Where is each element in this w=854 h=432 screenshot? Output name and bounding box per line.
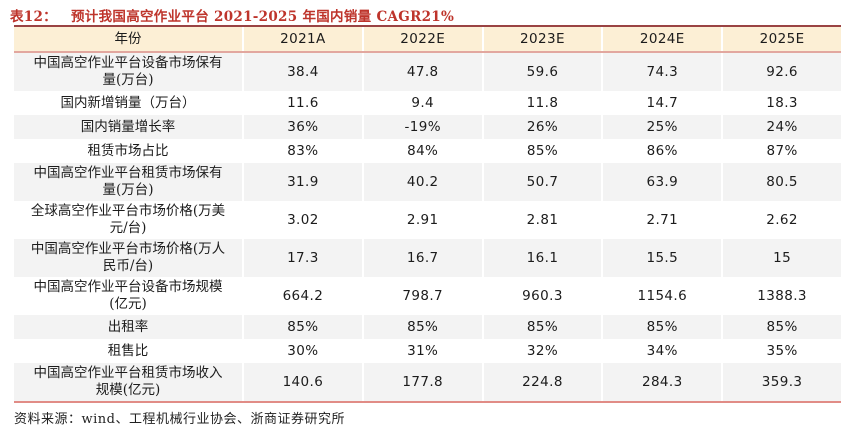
cell-value: 85% [603,315,724,339]
cell-value: 2.71 [603,201,724,239]
cell-value: 85% [766,318,798,335]
cell-value: 18.3 [766,94,798,111]
column-header-2024e: 2024E [603,27,724,51]
cell-value: 15.5 [603,239,724,277]
cell-value: 2.62 [766,211,798,228]
cell-value: 2.81 [484,201,604,239]
cell-value: 40.2 [364,163,484,201]
cell-value: 30% [244,339,364,363]
cell-value: 25% [603,115,724,139]
cell-value: 2.91 [364,201,484,239]
cell-value: 85% [484,315,604,339]
cell-value: 87% [766,142,798,159]
cell-value: 50.7 [484,163,604,201]
cell-value: 84% [364,139,484,163]
cell-value: 11.6 [244,91,364,115]
table-header-row: 年份 2021A 2022E 2023E 2024E 2025E [14,25,841,53]
column-header-2022e: 2022E [364,27,484,51]
cell-value: 224.8 [484,363,604,401]
cell-value: 17.3 [244,239,364,277]
cell-value: 15 [773,249,792,266]
row-label: 国内新增销量（万台） [14,91,244,115]
cell-value: 80.5 [766,173,798,190]
table-row: 国内新增销量（万台） 11.6 9.4 11.8 14.7 18.3 [14,91,841,115]
row-label: 中国高空作业平台设备市场保有量(万台) [14,53,244,91]
row-label: 中国高空作业平台租赁市场保有量(万台) [14,163,244,201]
cell-value: 177.8 [364,363,484,401]
cell-value: 85% [364,315,484,339]
cell-value: 35% [766,342,798,359]
row-label: 国内销量增长率 [14,115,244,139]
row-label: 全球高空作业平台市场价格(万美元/台) [14,201,244,239]
cell-value: 31% [364,339,484,363]
cell-value: 798.7 [364,277,484,315]
row-label: 中国高空作业平台市场价格(万人民币/台) [14,239,244,277]
row-label: 出租率 [14,315,244,339]
table-row: 国内销量增长率 36% -19% 26% 25% 24% [14,115,841,139]
table-body: 中国高空作业平台设备市场保有量(万台) 38.4 47.8 59.6 74.3 92.6 国… [14,53,841,403]
table-row: 中国高空作业平台设备市场规模(亿元) 664.2 798.7 960.3 1154.6 1… [14,277,841,315]
cell-value: 664.2 [244,277,364,315]
column-header-2021a: 2021A [244,27,364,51]
cell-value: 16.1 [484,239,604,277]
cell-value: 284.3 [603,363,724,401]
cell-value: 11.8 [484,91,604,115]
cell-value: 85% [484,139,604,163]
cell-value: 59.6 [484,53,604,91]
cell-value: 1388.3 [757,287,807,304]
cell-value: 47.8 [364,53,484,91]
table-row: 中国高空作业平台租赁市场保有量(万台) 31.9 40.2 50.7 63.9 80.5 [14,163,841,201]
cell-value: 36% [244,115,364,139]
cell-value: 85% [244,315,364,339]
cell-value: 31.9 [244,163,364,201]
cell-value: 16.7 [364,239,484,277]
column-header-year: 年份 [14,27,244,51]
cell-value: 92.6 [766,63,798,80]
cell-value: -19% [364,115,484,139]
table-title-text: 预计我国高空作业平台 2021-2025 年国内销量 CAGR21% [71,9,455,25]
column-header-2023e: 2023E [484,27,604,51]
cell-value: 960.3 [484,277,604,315]
cell-value: 3.02 [244,201,364,239]
cell-value: 26% [484,115,604,139]
cell-value: 38.4 [244,53,364,91]
data-table: 年份 2021A 2022E 2023E 2024E 2025E 中国高空作业平… [14,25,841,403]
cell-value: 63.9 [603,163,724,201]
table-row: 租售比 30% 31% 32% 34% 35% [14,339,841,363]
row-label: 租售比 [14,339,244,363]
cell-value: 14.7 [603,91,724,115]
column-header-2025e: 2025E [759,30,805,47]
cell-value: 359.3 [761,373,803,390]
cell-value: 24% [766,118,798,135]
table-title: 表12： 预计我国高空作业平台 2021-2025 年国内销量 CAGR21% [10,5,454,25]
table-row: 中国高空作业平台市场价格(万人民币/台) 17.3 16.7 16.1 15.5 15 [14,239,841,277]
row-label: 中国高空作业平台设备市场规模(亿元) [14,277,244,315]
source-note: 资料来源：wind、工程机械行业协会、浙商证券研究所 [14,412,345,427]
table-title-number: 表12： [10,9,57,25]
cell-value: 83% [244,139,364,163]
row-label: 中国高空作业平台租赁市场收入规模(亿元) [14,363,244,401]
table-row: 出租率 85% 85% 85% 85% 85% [14,315,841,339]
table-row: 租赁市场占比 83% 84% 85% 86% 87% [14,139,841,163]
row-label: 租赁市场占比 [14,139,244,163]
table-row: 中国高空作业平台设备市场保有量(万台) 38.4 47.8 59.6 74.3 92.6 [14,53,841,91]
cell-value: 9.4 [364,91,484,115]
cell-value: 86% [603,139,724,163]
table-row: 全球高空作业平台市场价格(万美元/台) 3.02 2.91 2.81 2.71 2.62 [14,201,841,239]
cell-value: 74.3 [603,53,724,91]
cell-value: 32% [484,339,604,363]
table-row: 中国高空作业平台租赁市场收入规模(亿元) 140.6 177.8 224.8 284.3… [14,363,841,401]
cell-value: 1154.6 [603,277,724,315]
cell-value: 140.6 [244,363,364,401]
cell-value: 34% [603,339,724,363]
